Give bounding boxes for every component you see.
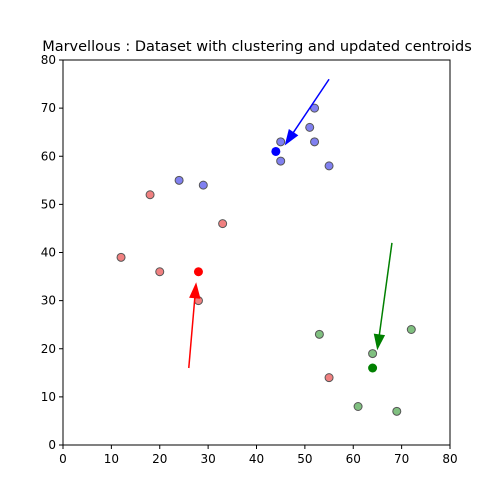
data-point: [198, 180, 208, 190]
centroid-arrow-shaft: [378, 242, 393, 335]
y-tick-label: 70: [41, 101, 56, 115]
data-point: [406, 325, 416, 334]
x-tick-label: 80: [442, 452, 457, 466]
data-point: [116, 252, 126, 262]
x-tick-label: 50: [297, 452, 312, 466]
centroid-arrow-head: [373, 333, 386, 351]
x-tick-label: 10: [104, 452, 119, 466]
y-tick-label: 40: [41, 246, 56, 260]
data-point: [314, 329, 324, 339]
centroid-arrow-shaft: [188, 297, 196, 369]
centroid-arrow-head: [284, 128, 299, 146]
y-tick-label: 0: [48, 438, 56, 452]
data-point: [276, 137, 286, 147]
data-point: [218, 219, 228, 229]
centroid-marker: [368, 363, 378, 373]
axis-ticks: 0 10 20 30 40 50 60 70 80 0 10 20 30 40 50 60 70 80: [41, 53, 458, 466]
x-tick-label: 30: [200, 452, 215, 466]
data-point: [305, 122, 315, 132]
chart-title: Marvellous : Dataset with clustering and…: [42, 39, 472, 55]
data-point: [145, 190, 155, 200]
data-point: [276, 156, 286, 166]
data-point: [324, 373, 334, 383]
centroid-marker: [193, 267, 203, 277]
y-tick-label: 20: [41, 342, 56, 356]
data-point: [353, 402, 363, 411]
data-point: [368, 349, 378, 359]
data-point: [155, 267, 165, 277]
y-tick-label: 60: [41, 149, 56, 163]
x-tick-label: 70: [394, 452, 409, 466]
x-tick-label: 20: [152, 452, 167, 466]
y-tick-label: 50: [41, 197, 56, 211]
plot-area: [116, 78, 416, 416]
plot-frame: [62, 59, 451, 446]
data-point: [324, 161, 334, 171]
x-tick-label: 0: [59, 452, 67, 466]
y-tick-label: 30: [41, 294, 56, 308]
data-point: [174, 175, 184, 185]
x-tick-label: 60: [346, 452, 361, 466]
data-point: [392, 406, 402, 416]
centroid-arrow-head: [189, 282, 201, 299]
y-tick-label: 10: [41, 390, 56, 404]
y-tick-label: 80: [41, 53, 56, 67]
centroid-marker: [271, 146, 281, 156]
data-point: [310, 137, 320, 147]
x-tick-label: 40: [249, 452, 264, 466]
centroid-arrow-shaft: [292, 78, 330, 134]
